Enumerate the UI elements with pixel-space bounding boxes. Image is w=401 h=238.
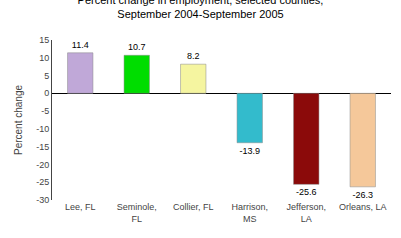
svg-text:11.4: 11.4 [72,40,89,50]
svg-text:Percent change: Percent change [13,85,24,155]
svg-text:-5: -5 [41,106,49,116]
svg-text:8.2: 8.2 [187,51,200,61]
svg-text:Percent change in employment,: Percent change in employment, selected c… [78,0,324,20]
svg-text:Jefferson,LA: Jefferson,LA [287,202,326,224]
svg-text:Lee, FL: Lee, FL [65,202,96,212]
svg-text:-13.9: -13.9 [239,146,260,156]
svg-text:0: 0 [44,88,49,98]
svg-text:-15: -15 [36,142,49,152]
svg-text:-26.3: -26.3 [352,190,373,200]
svg-text:-10: -10 [36,124,49,134]
svg-text:Harrison,MS: Harrison,MS [231,202,268,224]
svg-text:15: 15 [39,35,49,45]
svg-text:Seminole,FL: Seminole,FL [117,202,157,224]
svg-text:5: 5 [44,71,49,81]
svg-text:10: 10 [39,53,49,63]
svg-text:-30: -30 [36,195,49,205]
svg-text:10.7: 10.7 [128,42,146,52]
svg-text:-20: -20 [36,160,49,170]
svg-text:Collier, FL: Collier, FL [173,202,214,212]
svg-text:Orleans, LA: Orleans, LA [339,202,387,212]
svg-text:-25.6: -25.6 [296,187,317,197]
svg-text:-25: -25 [36,177,49,187]
